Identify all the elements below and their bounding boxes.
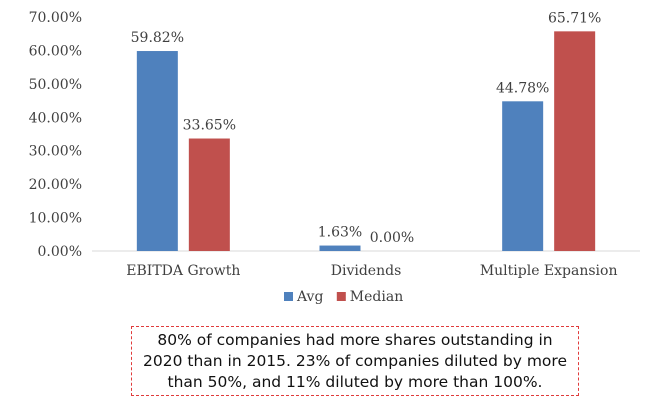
annotation-line-2: 2020 than in 2015. 23% of companies dilu… — [143, 351, 567, 370]
y-tick-label: 10.00% — [29, 211, 82, 227]
y-tick-label: 70.00% — [29, 10, 82, 26]
legend-swatch-avg — [284, 292, 293, 301]
x-axis-labels: EBITDA Growth Dividends Multiple Expansion — [126, 263, 617, 279]
annotation-line-3: than 50%, and 11% diluted by more than 1… — [167, 372, 543, 391]
bars: 59.82% 33.65% 1.63% 0.00% 44.78% 65.71% — [131, 10, 601, 252]
y-tick-label: 30.00% — [29, 144, 82, 160]
legend-swatch-median — [336, 292, 346, 301]
bar-avg — [319, 245, 361, 251]
y-tick-label: 50.00% — [29, 77, 82, 93]
data-label: 0.00% — [370, 230, 414, 246]
legend-label: Avg — [296, 289, 323, 305]
data-label: 65.71% — [548, 10, 601, 26]
bar-chart: 0.00% 10.00% 20.00% 30.00% 40.00% 50.00% 60.00… — [29, 10, 640, 305]
bar-avg — [502, 101, 544, 251]
y-tick-label: 0.00% — [38, 244, 82, 260]
bar-median — [188, 138, 230, 251]
annotation-line-1: 80% of companies had more shares outstan… — [157, 330, 553, 349]
legend: Avg Median — [284, 289, 403, 305]
y-axis-ticks: 0.00% 10.00% 20.00% 30.00% 40.00% 50.00% 60.00… — [29, 10, 82, 260]
data-label: 44.78% — [496, 80, 549, 96]
y-tick-label: 20.00% — [29, 177, 82, 193]
x-tick-label: EBITDA Growth — [126, 263, 240, 279]
y-tick-label: 60.00% — [29, 43, 82, 59]
data-label: 33.65% — [183, 118, 236, 134]
bar-median — [554, 31, 596, 252]
annotation-box: 80% of companies had more shares outstan… — [131, 326, 579, 396]
x-tick-label: Dividends — [331, 263, 402, 279]
legend-label: Median — [350, 289, 403, 305]
y-tick-label: 40.00% — [29, 110, 82, 126]
bar-avg — [136, 51, 178, 251]
data-label: 1.63% — [318, 225, 362, 241]
data-label: 59.82% — [131, 30, 184, 46]
x-tick-label: Multiple Expansion — [480, 263, 618, 279]
